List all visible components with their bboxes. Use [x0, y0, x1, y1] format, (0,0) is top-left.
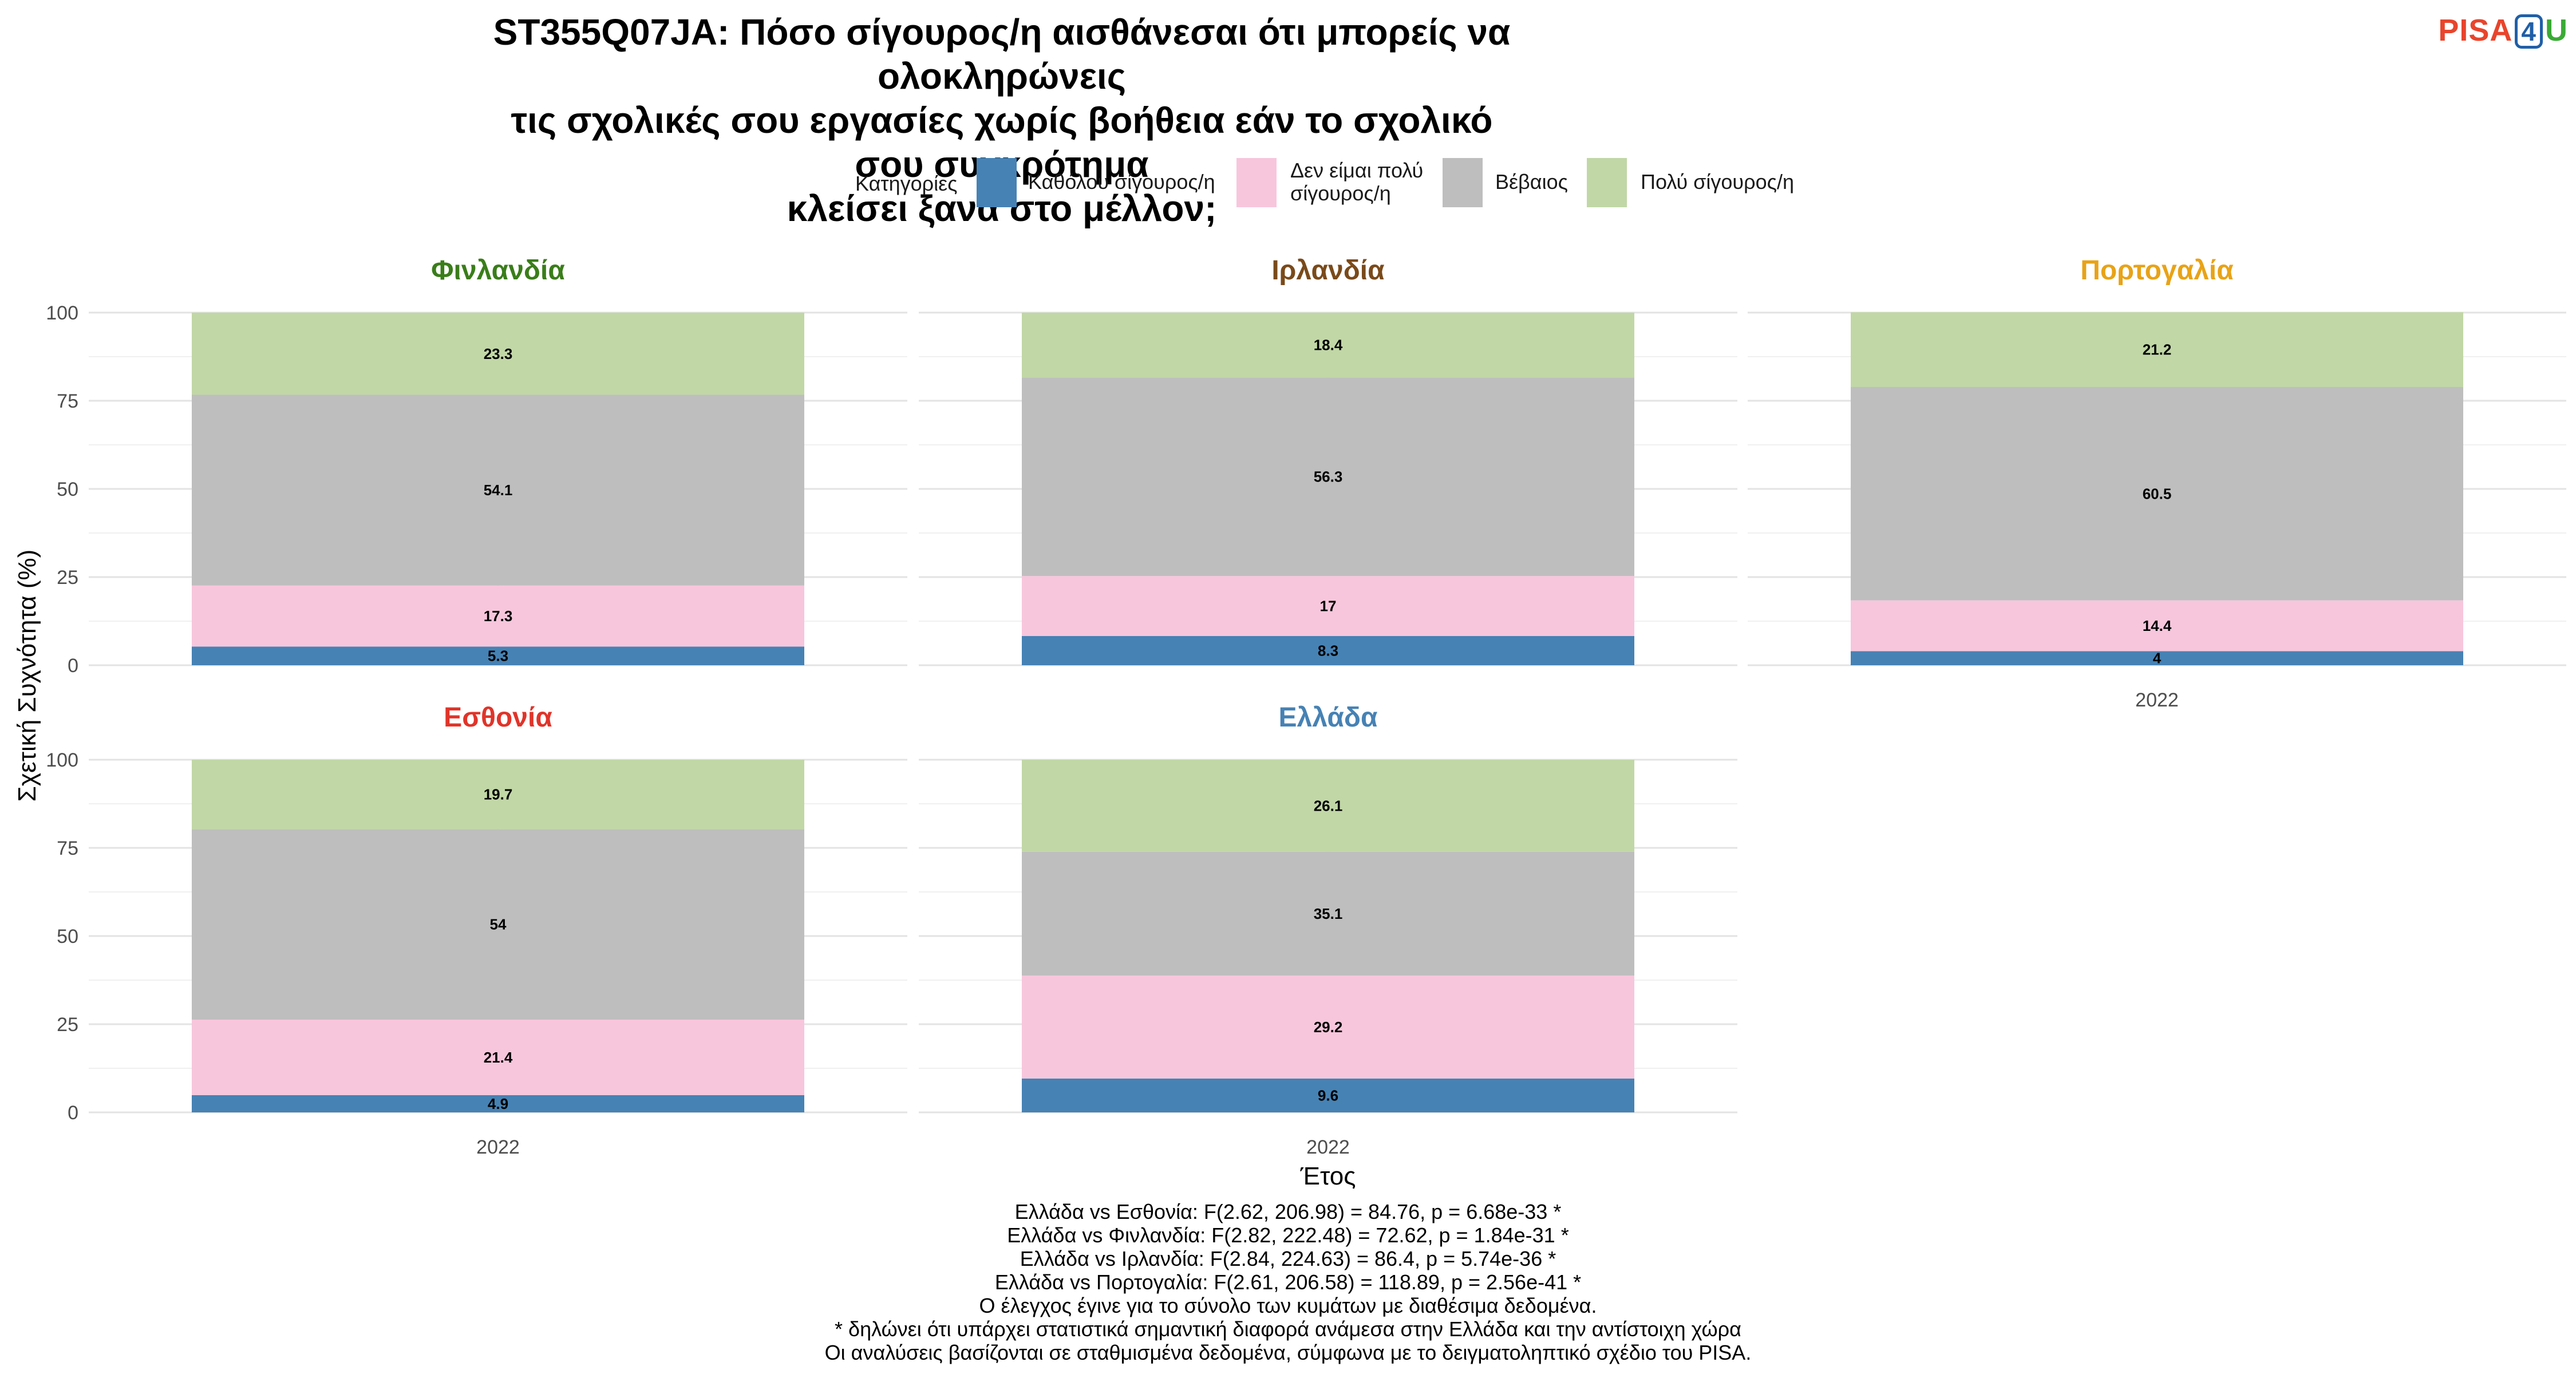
- data-label: 17.3: [484, 607, 513, 625]
- bar-segment: [192, 313, 804, 395]
- y-tick-label: 25: [57, 567, 78, 589]
- data-label: 35.1: [1314, 905, 1343, 922]
- bar-segment: [1022, 851, 1634, 976]
- data-label: 14.4: [2143, 617, 2172, 634]
- title-line: τις σχολικές σου εργασίες χωρίς βοήθεια …: [511, 100, 1493, 185]
- y-tick-label: 75: [57, 838, 78, 859]
- bar-segment: [192, 585, 804, 647]
- data-label: 54.1: [484, 481, 513, 499]
- legend-label: Πολύ σίγουρος/η: [1641, 170, 1794, 194]
- data-label: 54: [490, 916, 507, 933]
- legend-label: Δεν είμαι πολύ σίγουρος/η: [1290, 159, 1423, 205]
- y-tick-label: 25: [57, 1014, 78, 1036]
- legend-swatch: [1587, 158, 1627, 207]
- legend-label-line: Δεν είμαι πολύ: [1290, 159, 1424, 182]
- chart-title: ST355Q07JA: Πόσο σίγουρος/η αισθάνεσαι ό…: [487, 10, 1517, 231]
- bar-segment: [1022, 635, 1634, 665]
- bar-segment: [192, 394, 804, 586]
- y-tick-label: 75: [57, 390, 78, 412]
- panel-title: Εσθονία: [444, 702, 552, 733]
- footnote-line: Οι αναλύσεις βασίζονται σε σταθμισμένα δ…: [824, 1341, 1752, 1364]
- y-tick-label: 50: [57, 479, 78, 500]
- bar-segment: [1022, 975, 1634, 1079]
- legend-swatch: [1443, 158, 1483, 207]
- footnote-line: Ελλάδα vs Φινλανδία: F(2.82, 222.48) = 7…: [1007, 1223, 1569, 1247]
- data-label: 19.7: [484, 786, 513, 803]
- panel-title: Ιρλανδία: [1271, 255, 1385, 286]
- footnote-line: Ο έλεγχος έγινε για το σύνολο των κυμάτω…: [979, 1294, 1597, 1317]
- bar-segment: [1022, 313, 1634, 378]
- legend-label-line: σίγουρος/η: [1290, 181, 1391, 205]
- y-axis-label: Σχετική Συχνότητα (%): [13, 549, 41, 802]
- data-label: 26.1: [1314, 797, 1343, 814]
- bar-segment: [1851, 651, 2463, 665]
- data-label: 17: [1320, 598, 1337, 615]
- bar-segment: [1022, 576, 1634, 636]
- bar-segment: [1022, 377, 1634, 577]
- data-label: 21.2: [2143, 341, 2172, 358]
- data-label: 21.4: [484, 1049, 513, 1066]
- logo-text: U: [2545, 13, 2568, 48]
- bar-segment: [1851, 600, 2463, 652]
- bar-segment: [192, 829, 804, 1020]
- footnote-line: Ελλάδα vs Εσθονία: F(2.62, 206.98) = 84.…: [1014, 1200, 1562, 1223]
- legend: Κατηγορίες Καθόλου σίγουρος/η Δεν είμαι …: [0, 156, 2576, 210]
- panel-title: Ελλάδα: [1279, 702, 1378, 733]
- bar-segment: [1022, 760, 1634, 852]
- bar-segment: [1851, 386, 2463, 601]
- data-label: 60.5: [2143, 485, 2172, 502]
- data-label: 4: [2153, 650, 2162, 667]
- y-tick-label: 0: [68, 1102, 78, 1124]
- bar-segment: [192, 1095, 804, 1112]
- data-label: 4.9: [488, 1095, 508, 1112]
- bar-segment: [192, 1019, 804, 1095]
- y-tick-label: 100: [46, 749, 78, 771]
- panel-title: Φινλανδία: [431, 255, 565, 286]
- bar-segment: [192, 646, 804, 665]
- y-tick-label: 0: [68, 655, 78, 677]
- data-label: 56.3: [1314, 468, 1343, 485]
- data-label: 9.6: [1318, 1087, 1338, 1104]
- y-tick-label: 50: [57, 926, 78, 947]
- legend-label: Βέβαιος: [1495, 170, 1568, 194]
- footnotes: Ελλάδα vs Εσθονία: F(2.62, 206.98) = 84.…: [0, 1200, 2576, 1364]
- footnote-line: Ελλάδα vs Ιρλανδία: F(2.84, 224.63) = 86…: [1020, 1247, 1556, 1270]
- y-tick-label: 100: [46, 302, 78, 324]
- legend-swatch: [1236, 158, 1277, 207]
- panel-title: Πορτογαλία: [2080, 255, 2234, 286]
- data-label: 8.3: [1318, 642, 1338, 659]
- x-tick-label: 2022: [476, 1136, 520, 1158]
- logo-text: PISA: [2438, 13, 2513, 48]
- data-label: 29.2: [1314, 1018, 1343, 1036]
- x-tick-label: 2022: [2135, 689, 2179, 711]
- data-label: 5.3: [488, 647, 508, 665]
- footnote-line: * δηλώνει ότι υπάρχει στατιστικά σημαντι…: [835, 1317, 1741, 1341]
- bar-segment: [1851, 312, 2463, 387]
- x-axis-label: Έτος: [1300, 1162, 1356, 1190]
- footnote-line: Ελλάδα vs Πορτογαλία: F(2.61, 206.58) = …: [994, 1270, 1582, 1294]
- x-tick-label: 2022: [1306, 1136, 1350, 1158]
- logo-text: 4: [2515, 14, 2543, 49]
- bar-segment: [192, 760, 804, 830]
- bar-segment: [1022, 1078, 1634, 1112]
- pisa4u-logo: PISA 4 U: [2438, 13, 2568, 49]
- legend-swatch: [977, 158, 1017, 207]
- legend-label: Καθόλου σίγουρος/η: [1028, 170, 1215, 194]
- legend-title: Κατηγορίες: [855, 172, 958, 195]
- title-line: ST355Q07JA: Πόσο σίγουρος/η αισθάνεσαι ό…: [493, 11, 1511, 97]
- data-label: 23.3: [484, 345, 513, 362]
- data-label: 18.4: [1314, 337, 1343, 354]
